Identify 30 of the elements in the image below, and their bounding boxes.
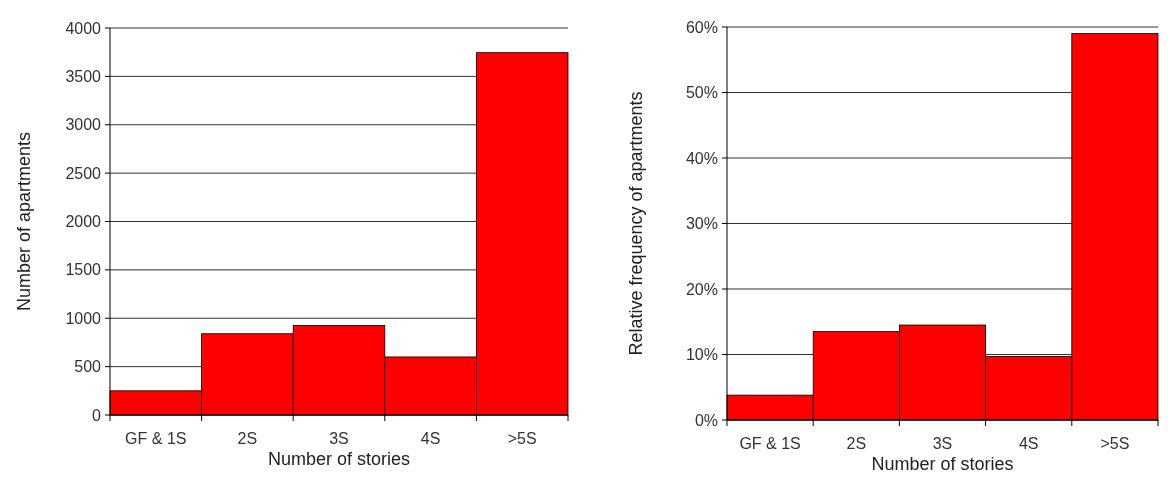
y-tick-label: 4000 (65, 19, 102, 37)
x-tick-label: 4S (420, 430, 441, 447)
y-tick-label: 0% (694, 411, 718, 429)
x-axis-title: Number of stories (267, 449, 411, 469)
x-tick-label: 2S (846, 435, 867, 452)
x-tick-label: 3S (329, 430, 349, 447)
y-tick-label: 2500 (65, 164, 102, 182)
x-axis-title: Number of stories (871, 454, 1014, 474)
y-tick-label: 20% (685, 280, 718, 298)
y-tick-label: 30% (685, 215, 718, 233)
x-tick-label: >5S (1100, 435, 1130, 452)
y-tick-label: 500 (74, 358, 102, 376)
y-tick-label: 1000 (65, 309, 102, 327)
y-tick-label: 2000 (65, 213, 102, 231)
y-axis-title: Number of apartments (14, 131, 34, 312)
x-tick-label: GF & 1S (739, 435, 801, 452)
y-tick-label: 3500 (65, 67, 102, 85)
x-tick-label: 2S (237, 430, 258, 447)
y-tick-label: 3000 (65, 116, 102, 134)
y-tick-label: 10% (685, 346, 718, 364)
x-tick-label: >5S (507, 430, 537, 447)
y-tick-label: 40% (685, 149, 718, 167)
y-tick-label: 50% (685, 84, 718, 102)
y-tick-label: 60% (685, 18, 718, 36)
x-tick-label: 3S (932, 435, 953, 452)
y-axis-title: Relative frequency of apartments (626, 91, 646, 356)
x-tick-label: GF & 1S (125, 430, 187, 447)
x-tick-label: 4S (1018, 435, 1039, 452)
y-tick-label: 0 (92, 406, 102, 424)
y-tick-label: 1500 (65, 261, 102, 279)
